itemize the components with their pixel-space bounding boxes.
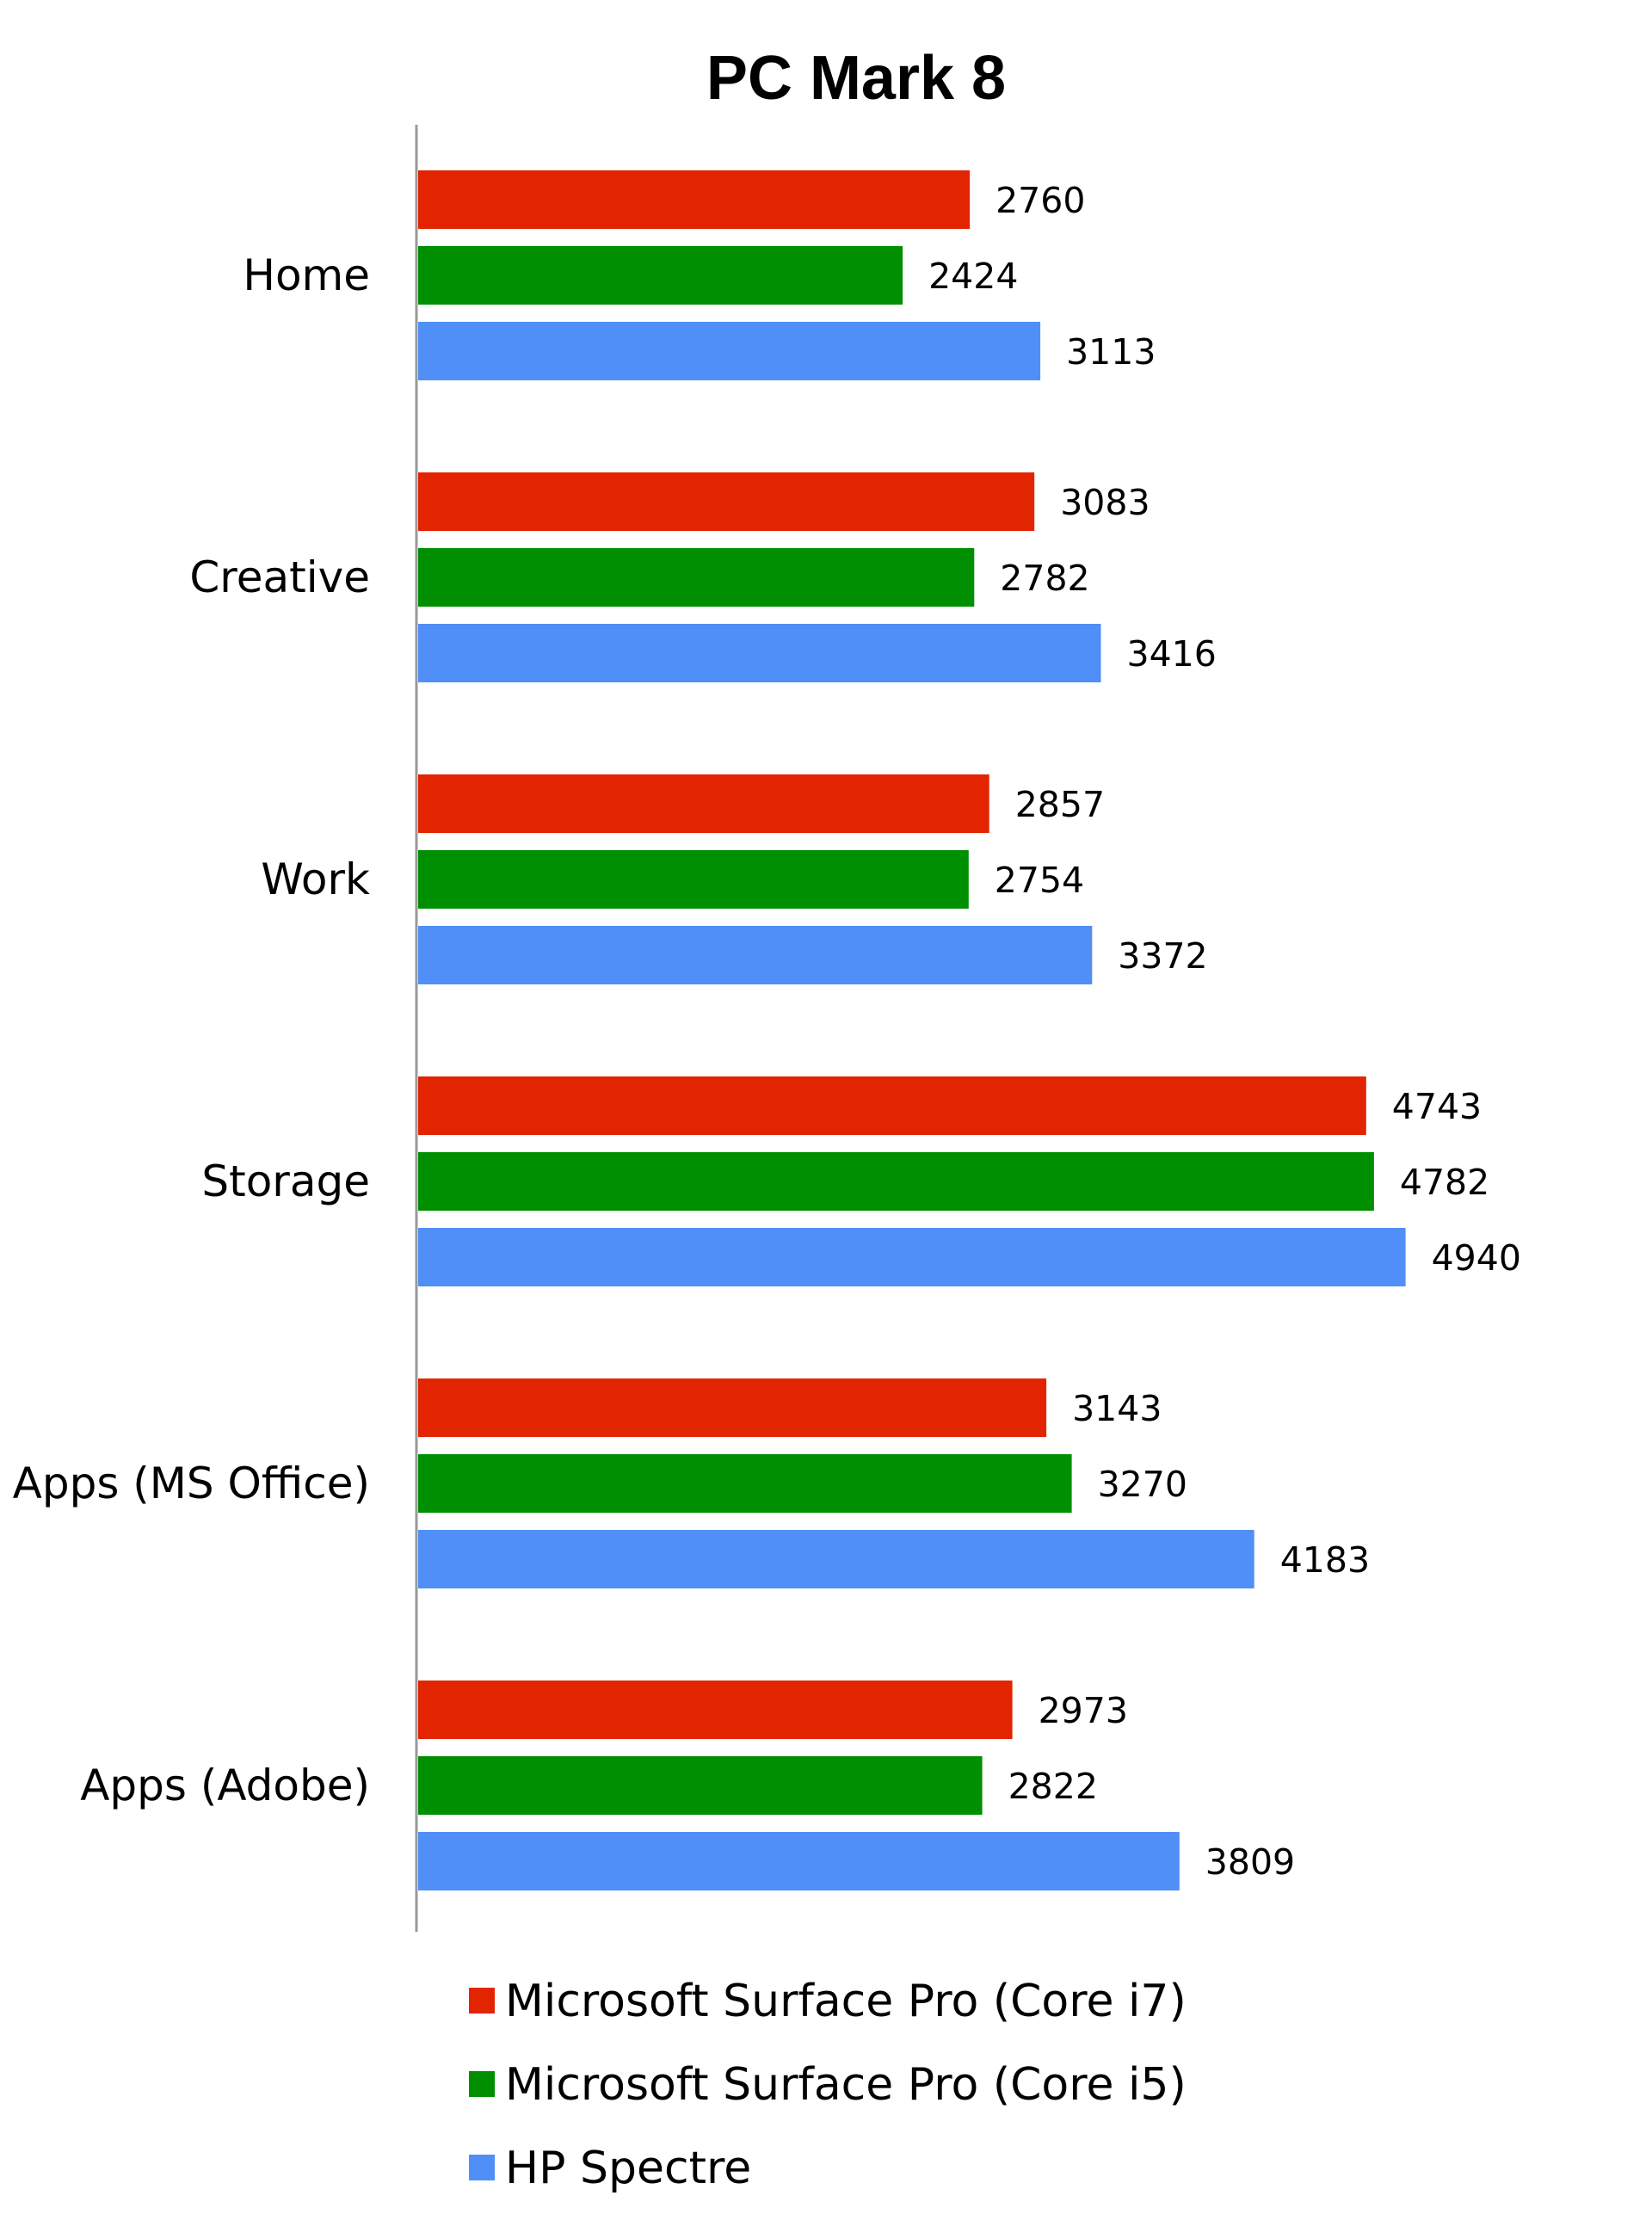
bar-home-series-1 bbox=[418, 170, 971, 229]
bar-apps-adobe-series-3 bbox=[418, 1832, 1180, 1890]
category-label-storage: Storage bbox=[201, 1156, 370, 1206]
bar-storage-series-3 bbox=[418, 1228, 1406, 1286]
data-label-work-series-1: 2857 bbox=[1015, 784, 1105, 825]
bar-work-series-3 bbox=[418, 926, 1093, 984]
data-label-home-series-1: 2760 bbox=[996, 180, 1085, 221]
bars-layer: 2760 2424 3113 3083 2782 3416 2857 2754 3372 4743… bbox=[418, 170, 1521, 1890]
bar-creative-series-3 bbox=[418, 624, 1101, 682]
bar-home-series-2 bbox=[418, 246, 903, 305]
legend: Microsoft Surface Pro (Core i7) Microsoft… bbox=[469, 1976, 1187, 2194]
data-label-apps-ms-office-series-2: 3270 bbox=[1098, 1464, 1187, 1505]
data-label-home-series-3: 3113 bbox=[1066, 331, 1156, 373]
bar-apps-ms-office-series-2 bbox=[418, 1454, 1072, 1513]
bar-home-series-3 bbox=[418, 322, 1041, 380]
data-label-apps-ms-office-series-3: 4183 bbox=[1280, 1539, 1370, 1581]
bar-apps-adobe-series-2 bbox=[418, 1756, 983, 1815]
bar-apps-ms-office-series-1 bbox=[418, 1378, 1047, 1437]
data-label-apps-adobe-series-3: 3809 bbox=[1205, 1841, 1295, 1883]
data-label-creative-series-1: 3083 bbox=[1060, 482, 1150, 523]
bar-storage-series-2 bbox=[418, 1152, 1374, 1211]
category-label-home: Home bbox=[243, 250, 370, 300]
data-label-work-series-3: 3372 bbox=[1118, 935, 1207, 977]
category-label-apps-ms-office: Apps (MS Office) bbox=[13, 1459, 370, 1508]
category-labels: Home Creative Work Storage Apps (MS Office) A… bbox=[13, 250, 370, 1810]
bar-work-series-2 bbox=[418, 850, 969, 909]
bar-apps-ms-office-series-3 bbox=[418, 1530, 1254, 1588]
data-label-storage-series-1: 4743 bbox=[1392, 1086, 1482, 1127]
category-label-apps-adobe: Apps (Adobe) bbox=[80, 1761, 370, 1810]
legend-label-series-1: Microsoft Surface Pro (Core i7) bbox=[505, 1976, 1187, 2027]
bar-work-series-1 bbox=[418, 774, 989, 833]
bar-apps-adobe-series-1 bbox=[418, 1681, 1013, 1739]
data-label-home-series-2: 2424 bbox=[928, 256, 1018, 297]
legend-label-series-2: Microsoft Surface Pro (Core i5) bbox=[505, 2059, 1187, 2111]
data-label-apps-adobe-series-1: 2973 bbox=[1039, 1690, 1128, 1731]
data-label-creative-series-3: 3416 bbox=[1127, 633, 1217, 675]
legend-swatch-series-1 bbox=[469, 1988, 495, 2014]
bar-storage-series-1 bbox=[418, 1076, 1366, 1135]
category-label-work: Work bbox=[261, 854, 370, 904]
data-label-storage-series-3: 4940 bbox=[1432, 1237, 1521, 1279]
data-label-creative-series-2: 2782 bbox=[1000, 558, 1089, 599]
category-label-creative: Creative bbox=[189, 552, 370, 602]
chart-title: PC Mark 8 bbox=[706, 44, 1006, 113]
data-label-storage-series-2: 4782 bbox=[1400, 1162, 1489, 1203]
data-label-apps-ms-office-series-1: 3143 bbox=[1072, 1388, 1162, 1429]
legend-label-series-3: HP Spectre bbox=[505, 2143, 751, 2194]
bar-creative-series-1 bbox=[418, 472, 1035, 531]
bar-creative-series-2 bbox=[418, 548, 975, 607]
legend-swatch-series-2 bbox=[469, 2071, 495, 2097]
data-label-apps-adobe-series-2: 2822 bbox=[1008, 1766, 1098, 1807]
legend-swatch-series-3 bbox=[469, 2155, 495, 2180]
data-label-work-series-2: 2754 bbox=[995, 860, 1084, 901]
